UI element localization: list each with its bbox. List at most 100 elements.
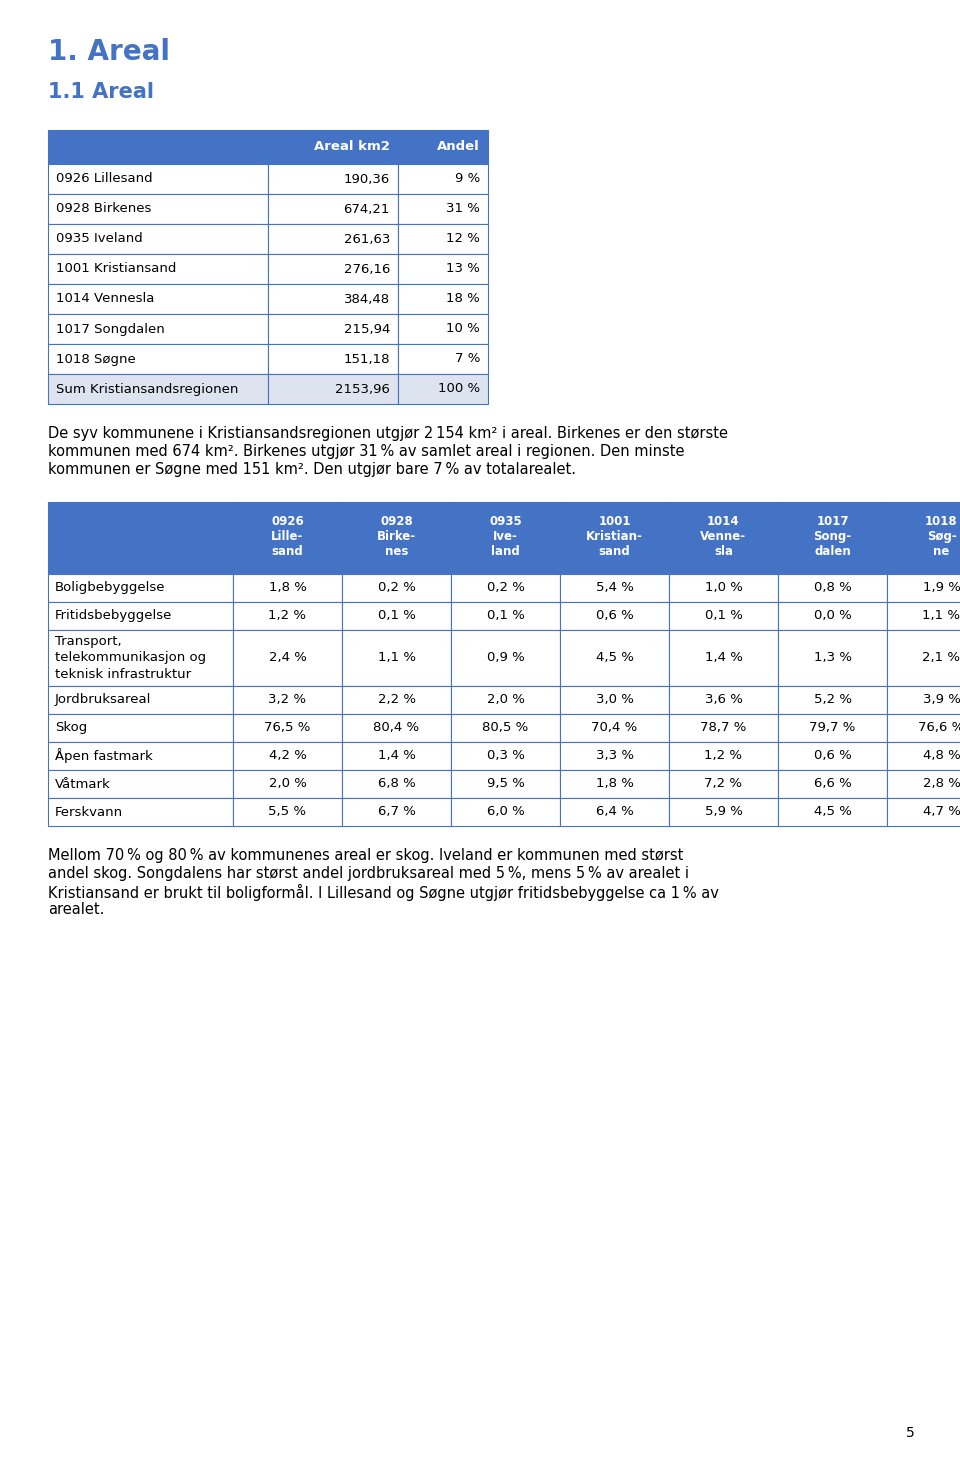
Bar — [48, 194, 268, 224]
Bar — [778, 575, 887, 602]
Text: 0935 Iveland: 0935 Iveland — [56, 232, 143, 246]
Bar — [342, 743, 451, 770]
Text: Birke-: Birke- — [377, 531, 416, 542]
Text: 7,2 %: 7,2 % — [705, 778, 742, 791]
Text: 2,4 %: 2,4 % — [269, 652, 306, 665]
Bar — [451, 501, 560, 575]
Bar — [398, 374, 488, 404]
Text: land: land — [492, 545, 520, 558]
Text: 80,5 %: 80,5 % — [482, 722, 529, 734]
Bar — [778, 602, 887, 630]
Bar — [342, 630, 451, 686]
Bar — [48, 501, 233, 575]
Text: 1,4 %: 1,4 % — [377, 750, 416, 763]
Text: 100 %: 100 % — [438, 383, 480, 396]
Bar — [560, 713, 669, 743]
Text: 2,1 %: 2,1 % — [923, 652, 960, 665]
Bar — [451, 686, 560, 713]
Text: sla: sla — [714, 545, 733, 558]
Text: 12 %: 12 % — [446, 232, 480, 246]
Bar — [342, 798, 451, 826]
Bar — [560, 602, 669, 630]
Bar — [669, 713, 778, 743]
Bar — [233, 686, 342, 713]
Bar — [48, 575, 233, 602]
Text: Ferskvann: Ferskvann — [55, 806, 123, 819]
Bar — [560, 770, 669, 798]
Text: 3,6 %: 3,6 % — [705, 693, 742, 706]
Bar — [451, 798, 560, 826]
Bar — [268, 284, 398, 314]
Bar — [268, 164, 398, 194]
Bar — [48, 284, 268, 314]
Bar — [887, 743, 960, 770]
Bar — [268, 224, 398, 254]
Text: 0,6 %: 0,6 % — [814, 750, 852, 763]
Bar — [233, 602, 342, 630]
Text: Areal km2: Areal km2 — [314, 140, 390, 154]
Bar — [342, 713, 451, 743]
Text: 80,4 %: 80,4 % — [373, 722, 420, 734]
Text: 1,1 %: 1,1 % — [377, 652, 416, 665]
Text: 0935: 0935 — [490, 515, 522, 528]
Text: 2,0 %: 2,0 % — [269, 778, 306, 791]
Bar — [778, 713, 887, 743]
Text: Mellom 70 % og 80 % av kommunenes areal er skog. Iveland er kommunen med størst: Mellom 70 % og 80 % av kommunenes areal … — [48, 848, 684, 863]
Bar — [669, 798, 778, 826]
Text: 7 %: 7 % — [455, 352, 480, 366]
Text: 5,5 %: 5,5 % — [269, 806, 306, 819]
Bar — [887, 575, 960, 602]
Text: 6,8 %: 6,8 % — [377, 778, 416, 791]
Text: Boligbebyggelse: Boligbebyggelse — [55, 582, 165, 595]
Text: 0928 Birkenes: 0928 Birkenes — [56, 203, 152, 215]
Text: 0,2 %: 0,2 % — [487, 582, 524, 595]
Text: 0,8 %: 0,8 % — [814, 582, 852, 595]
Bar — [398, 224, 488, 254]
Bar — [669, 602, 778, 630]
Text: Våtmark: Våtmark — [55, 778, 110, 791]
Text: andel skog. Songdalens har størst andel jordbruksareal med 5 %, mens 5 % av area: andel skog. Songdalens har størst andel … — [48, 866, 689, 882]
Text: 215,94: 215,94 — [344, 323, 390, 335]
Bar — [48, 713, 233, 743]
Text: 1,2 %: 1,2 % — [705, 750, 742, 763]
Text: Ive-: Ive- — [493, 531, 518, 542]
Bar — [342, 770, 451, 798]
Bar — [48, 344, 268, 374]
Bar — [268, 130, 398, 164]
Text: Andel: Andel — [437, 140, 480, 154]
Text: 5,9 %: 5,9 % — [705, 806, 742, 819]
Text: Lille-: Lille- — [272, 531, 303, 542]
Text: 31 %: 31 % — [446, 203, 480, 215]
Bar — [268, 374, 398, 404]
Text: 1. Areal: 1. Areal — [48, 38, 170, 66]
Bar — [233, 575, 342, 602]
Text: 2,2 %: 2,2 % — [377, 693, 416, 706]
Bar — [560, 630, 669, 686]
Text: 0,1 %: 0,1 % — [487, 610, 524, 623]
Bar — [48, 314, 268, 344]
Text: 3,9 %: 3,9 % — [923, 693, 960, 706]
Text: Sum Kristiansandsregionen: Sum Kristiansandsregionen — [56, 383, 238, 396]
Text: sand: sand — [599, 545, 631, 558]
Text: kommunen er Søgne med 151 km². Den utgjør bare 7 % av totalarealet.: kommunen er Søgne med 151 km². Den utgjø… — [48, 462, 576, 477]
Text: 261,63: 261,63 — [344, 232, 390, 246]
Text: 4,5 %: 4,5 % — [595, 652, 634, 665]
Text: 78,7 %: 78,7 % — [700, 722, 747, 734]
Text: 1,8 %: 1,8 % — [595, 778, 634, 791]
Text: 5,4 %: 5,4 % — [595, 582, 634, 595]
Bar — [778, 686, 887, 713]
Text: 3,2 %: 3,2 % — [269, 693, 306, 706]
Text: 6,6 %: 6,6 % — [814, 778, 852, 791]
Bar — [669, 770, 778, 798]
Bar — [48, 770, 233, 798]
Bar — [669, 630, 778, 686]
Text: 79,7 %: 79,7 % — [809, 722, 855, 734]
Text: 0928: 0928 — [380, 515, 413, 528]
Text: 70,4 %: 70,4 % — [591, 722, 637, 734]
Bar — [48, 686, 233, 713]
Bar — [669, 501, 778, 575]
Bar — [887, 630, 960, 686]
Text: 0,6 %: 0,6 % — [595, 610, 634, 623]
Text: 1018 Søgne: 1018 Søgne — [56, 352, 135, 366]
Bar — [398, 130, 488, 164]
